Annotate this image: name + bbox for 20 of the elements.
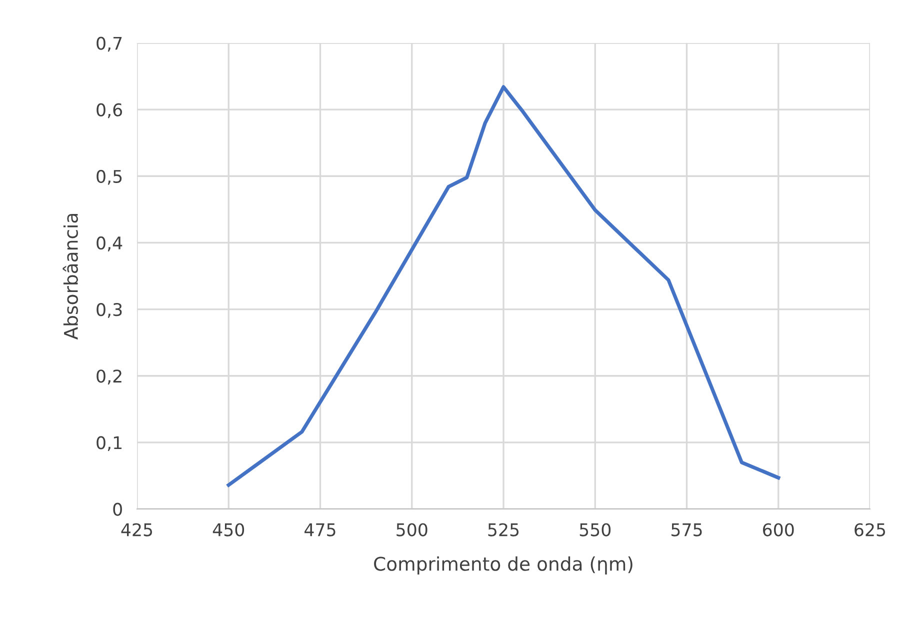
x-tick-label: 575	[672, 523, 702, 536]
x-tick-label: 525	[488, 523, 519, 536]
y-tick-label: 0,7	[96, 36, 122, 52]
x-tick-label: 475	[304, 523, 336, 536]
x-tick-label: 425	[121, 523, 152, 536]
line-series	[226, 85, 780, 487]
x-axis-title: Comprimento de onda (ƞm)	[374, 556, 632, 575]
x-tick-label: 600	[763, 523, 794, 536]
y-tick-label: 0,4	[96, 236, 122, 252]
y-tick-label: 0,3	[96, 302, 122, 318]
y-tick-label: 0,6	[96, 103, 122, 118]
y-axis-title: Absorbâancia	[62, 214, 78, 340]
y-tick-label: 0,1	[96, 436, 122, 452]
y-tick-label: 0	[113, 502, 122, 516]
x-tick-label: 450	[212, 523, 244, 536]
x-tick-label: 550	[580, 523, 611, 536]
x-tick-label: 500	[396, 523, 428, 536]
y-tick-label: 0,2	[96, 370, 122, 384]
y-tick-label: 0,5	[96, 170, 122, 185]
x-tick-label: 625	[854, 523, 886, 536]
